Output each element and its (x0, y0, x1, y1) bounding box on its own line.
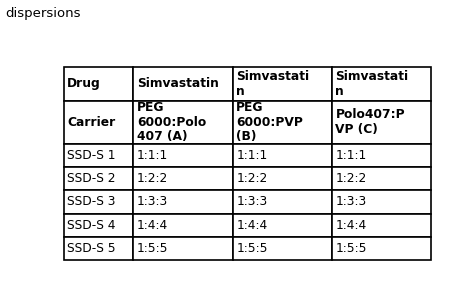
Text: 1:4:4: 1:4:4 (137, 219, 168, 232)
Text: SSD-S 5: SSD-S 5 (67, 242, 116, 255)
Text: SSD-S 3: SSD-S 3 (67, 195, 116, 208)
Text: PEG
6000:PVP
(B): PEG 6000:PVP (B) (237, 101, 303, 143)
Bar (64, 167, 134, 190)
Text: 1:1:1: 1:1:1 (237, 149, 267, 162)
Bar (134, 143, 233, 167)
Text: Simvastati
n: Simvastati n (336, 70, 409, 98)
Text: 1:1:1: 1:1:1 (137, 149, 168, 162)
Bar (134, 167, 233, 190)
Bar (332, 237, 431, 260)
Bar (233, 143, 332, 167)
Text: SSD-S 2: SSD-S 2 (67, 172, 116, 185)
Bar (332, 143, 431, 167)
Text: 1:4:4: 1:4:4 (237, 219, 267, 232)
Bar (332, 167, 431, 190)
Text: 1:1:1: 1:1:1 (336, 149, 367, 162)
Text: PEG
6000:Polo
407 (A): PEG 6000:Polo 407 (A) (137, 101, 206, 143)
Bar (134, 190, 233, 214)
Text: 1:5:5: 1:5:5 (237, 242, 268, 255)
Text: 1:2:2: 1:2:2 (137, 172, 168, 185)
Bar (134, 101, 233, 143)
Bar (64, 214, 134, 237)
Text: Simvastati
n: Simvastati n (237, 70, 310, 98)
Bar (332, 101, 431, 143)
Text: 1:5:5: 1:5:5 (336, 242, 367, 255)
Text: 1:2:2: 1:2:2 (336, 172, 367, 185)
Bar (233, 214, 332, 237)
Bar (64, 68, 134, 101)
Bar (64, 101, 134, 143)
Bar (233, 167, 332, 190)
Text: Drug: Drug (67, 77, 101, 91)
Text: 1:4:4: 1:4:4 (336, 219, 367, 232)
Bar (332, 214, 431, 237)
Text: 1:5:5: 1:5:5 (137, 242, 169, 255)
Bar (64, 143, 134, 167)
Text: Polo407:P
VP (C): Polo407:P VP (C) (336, 108, 405, 136)
Text: SSD-S 4: SSD-S 4 (67, 219, 116, 232)
Bar (233, 237, 332, 260)
Text: SSD-S 1: SSD-S 1 (67, 149, 116, 162)
Bar (64, 190, 134, 214)
Text: Simvastatin: Simvastatin (137, 77, 219, 91)
Text: 1:2:2: 1:2:2 (237, 172, 267, 185)
Bar (134, 214, 233, 237)
Bar (332, 68, 431, 101)
Bar (134, 237, 233, 260)
Text: Carrier: Carrier (67, 116, 116, 129)
Bar (332, 190, 431, 214)
Bar (233, 190, 332, 214)
Text: 1:3:3: 1:3:3 (237, 195, 267, 208)
Text: 1:3:3: 1:3:3 (336, 195, 367, 208)
Bar (64, 237, 134, 260)
Bar (233, 101, 332, 143)
Bar (134, 68, 233, 101)
Text: 1:3:3: 1:3:3 (137, 195, 168, 208)
Text: dispersions: dispersions (6, 7, 81, 20)
Bar (233, 68, 332, 101)
